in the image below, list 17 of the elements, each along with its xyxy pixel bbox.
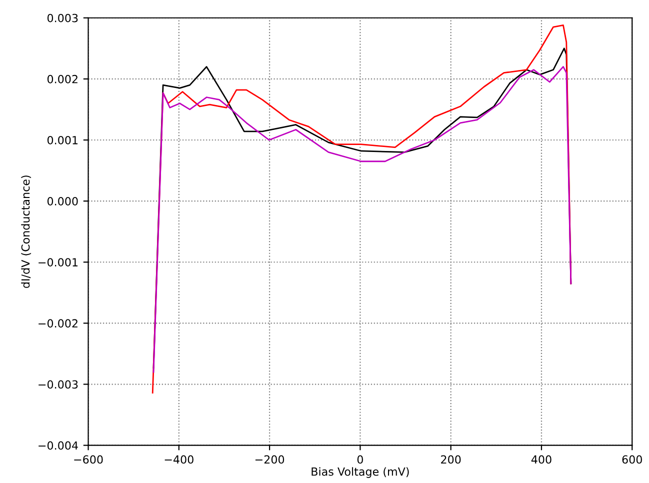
x-tick-label: −400 (164, 455, 194, 464)
y-tick-label: 0.003 (47, 14, 78, 22)
y-tick-label: −0.004 (38, 441, 78, 450)
y-tick-label: −0.003 (38, 380, 78, 389)
y-tick-label: 0.002 (47, 74, 78, 84)
x-tick-label: 0 (357, 455, 363, 464)
x-tick-label: 600 (622, 455, 642, 464)
y-axis-title: dI/dV (Conductance) (21, 176, 32, 288)
y-tick-label: −0.002 (38, 319, 78, 328)
y-tick-label: 0.001 (47, 136, 78, 144)
x-tick-label: 200 (441, 455, 461, 464)
y-tick-label: −0.001 (38, 258, 78, 267)
x-tick-label: 400 (531, 455, 552, 464)
x-axis-title: Bias Voltage (mV) (312, 467, 409, 478)
x-tick-label: −600 (74, 455, 103, 464)
x-tick-label: −200 (255, 455, 284, 464)
y-tick-label: 0.000 (47, 197, 78, 206)
